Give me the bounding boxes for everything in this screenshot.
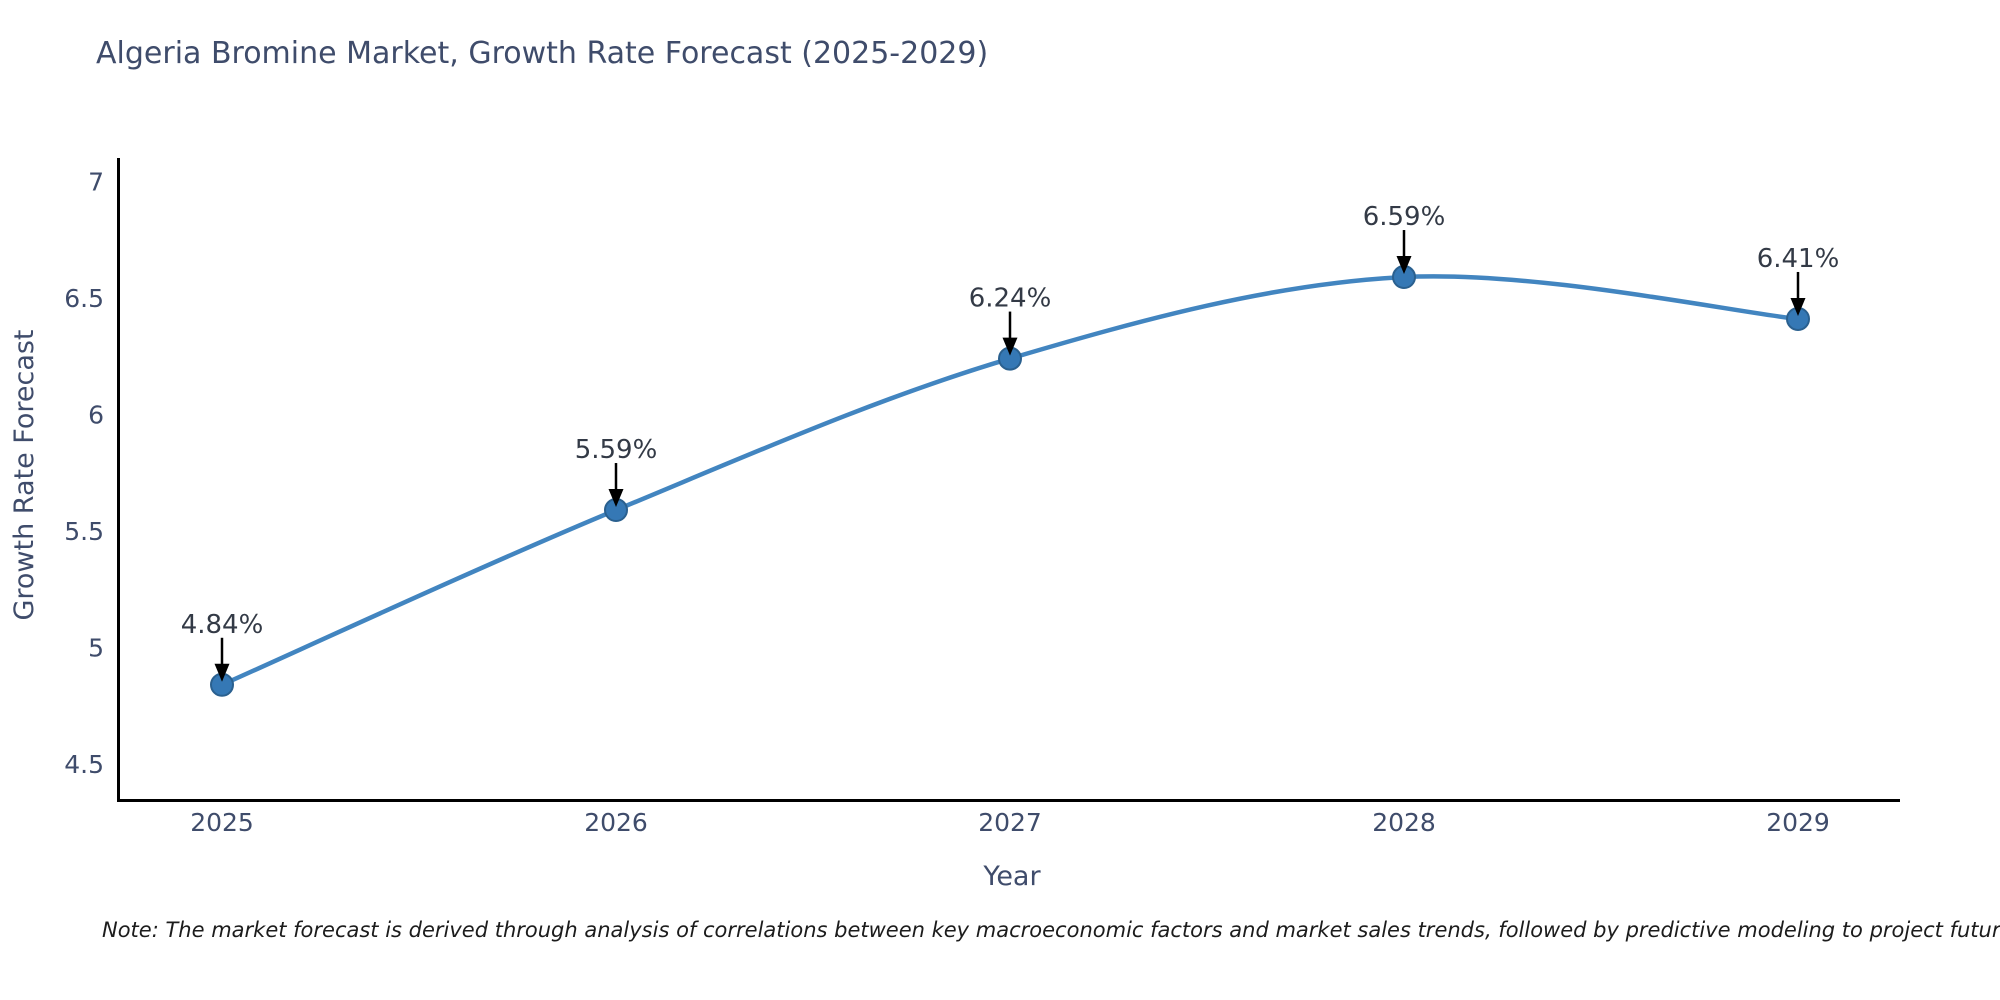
point-value-label: 4.84% <box>181 610 264 640</box>
point-value-label: 6.41% <box>1757 244 1840 274</box>
x-tick-label: 2025 <box>190 808 254 837</box>
annotation-arrowhead-icon <box>1790 297 1806 316</box>
point-value-label: 6.24% <box>969 284 1052 314</box>
x-tick-label: 2026 <box>584 808 648 837</box>
y-axis-title: Growth Rate Forecast <box>9 329 40 621</box>
x-tick-label: 2027 <box>978 808 1042 837</box>
y-tick-label: 4.5 <box>64 750 104 779</box>
footnote: Note: The market forecast is derived thr… <box>102 918 2000 942</box>
annotation-arrowhead-icon <box>1002 337 1018 356</box>
point-value-label: 6.59% <box>1363 202 1446 232</box>
x-tick-label: 2028 <box>1372 808 1436 837</box>
point-value-label: 5.59% <box>575 435 658 465</box>
y-tick-label: 6.5 <box>64 284 104 313</box>
annotation-arrowhead-icon <box>214 663 230 682</box>
x-tick-label: 2029 <box>1766 808 1830 837</box>
x-axis-title: Year <box>983 861 1041 892</box>
annotation-arrowhead-icon <box>1396 256 1412 275</box>
y-tick-label: 7 <box>88 168 104 197</box>
annotation-arrowhead-icon <box>608 489 624 508</box>
chart-title: Algeria Bromine Market, Growth Rate Fore… <box>96 36 989 71</box>
y-tick-label: 6 <box>88 401 104 430</box>
y-tick-label: 5 <box>88 634 104 663</box>
y-tick-label: 5.5 <box>64 517 104 546</box>
